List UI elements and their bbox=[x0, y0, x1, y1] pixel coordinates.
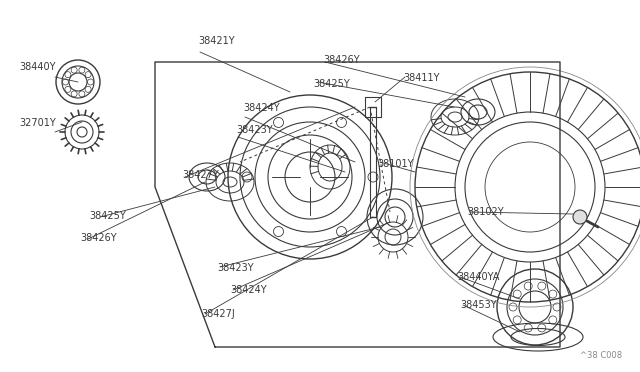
Text: 38423Y: 38423Y bbox=[218, 263, 254, 273]
Text: 38102Y: 38102Y bbox=[467, 207, 504, 217]
Text: 38424Y: 38424Y bbox=[243, 103, 280, 113]
Text: 38421Y: 38421Y bbox=[198, 36, 235, 46]
Text: 38426Y: 38426Y bbox=[323, 55, 360, 64]
Circle shape bbox=[573, 210, 587, 224]
Text: 38427J: 38427J bbox=[202, 310, 236, 319]
Text: 38411Y: 38411Y bbox=[403, 73, 440, 83]
Text: 38427Y: 38427Y bbox=[182, 170, 219, 180]
Text: 38101Y: 38101Y bbox=[378, 159, 414, 169]
Text: 38440YA: 38440YA bbox=[458, 272, 500, 282]
Text: 38440Y: 38440Y bbox=[19, 62, 56, 72]
Text: 38423Y: 38423Y bbox=[237, 125, 273, 135]
Text: 32701Y: 32701Y bbox=[19, 118, 56, 128]
Text: 38425Y: 38425Y bbox=[90, 211, 126, 221]
Text: 38425Y: 38425Y bbox=[314, 79, 350, 89]
Text: 38453Y: 38453Y bbox=[461, 300, 497, 310]
Text: ^38 C008: ^38 C008 bbox=[580, 351, 622, 360]
Text: 38426Y: 38426Y bbox=[80, 233, 116, 243]
Text: 38424Y: 38424Y bbox=[230, 285, 267, 295]
